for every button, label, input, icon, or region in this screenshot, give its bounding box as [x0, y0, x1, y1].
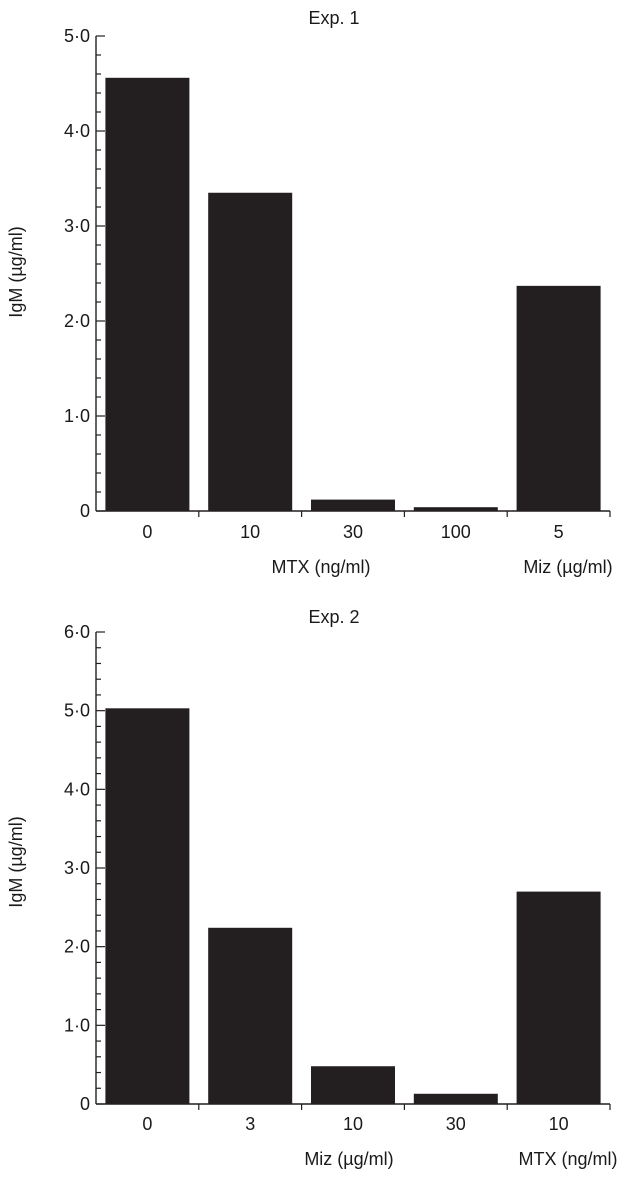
x-tick-label: 10 — [343, 1114, 363, 1134]
bar — [516, 891, 601, 1104]
x-tick-label: 10 — [240, 522, 260, 542]
bar — [105, 708, 190, 1104]
bar — [413, 507, 498, 511]
chart-exp-1: Exp. 1 IgM (µg/ml) MTX (ng/ml) Miz (µg/m… — [6, 8, 613, 577]
y-tick-label: 5·0 — [64, 701, 90, 721]
bar — [105, 77, 190, 512]
x-tick-label: 30 — [446, 1114, 466, 1134]
bar — [516, 285, 601, 511]
chart-title: Exp. 1 — [308, 8, 359, 28]
y-tick-label: 1·0 — [64, 406, 90, 426]
y-axis-label: IgM (µg/ml) — [6, 816, 26, 907]
group-label-miz: Miz (µg/ml) — [523, 557, 612, 577]
y-tick-label: 1·0 — [64, 1015, 90, 1035]
x-tick-label: 5 — [554, 522, 564, 542]
y-axis-label: IgM (µg/ml) — [6, 226, 26, 317]
x-tick-label: 10 — [549, 1114, 569, 1134]
y-tick-label: 3·0 — [64, 216, 90, 236]
chart-title: Exp. 2 — [308, 607, 359, 627]
y-tick-label: 2·0 — [64, 311, 90, 331]
y-tick-label: 6·0 — [64, 622, 90, 642]
bar — [208, 927, 293, 1104]
y-tick-label: 5·0 — [64, 26, 90, 46]
group-label-miz: Miz (µg/ml) — [304, 1149, 393, 1169]
y-tick-label: 4·0 — [64, 779, 90, 799]
group-label-mtx: MTX (ng/ml) — [272, 557, 371, 577]
bar — [311, 499, 395, 511]
y-tick-label: 0 — [80, 1094, 90, 1114]
group-label-mtx: MTX (ng/ml) — [519, 1149, 618, 1169]
y-tick-label: 2·0 — [64, 937, 90, 957]
x-tick-label: 0 — [142, 522, 152, 542]
bar — [208, 192, 293, 511]
bar — [311, 1066, 395, 1104]
x-tick-label: 30 — [343, 522, 363, 542]
bar — [413, 1093, 498, 1104]
chart-exp-2: Exp. 2 IgM (µg/ml) Miz (µg/ml) MTX (ng/m… — [6, 607, 618, 1169]
y-tick-label: 0 — [80, 501, 90, 521]
x-tick-label: 100 — [441, 522, 471, 542]
x-tick-label: 0 — [142, 1114, 152, 1134]
x-tick-label: 3 — [245, 1114, 255, 1134]
y-tick-label: 3·0 — [64, 858, 90, 878]
y-tick-label: 4·0 — [64, 121, 90, 141]
